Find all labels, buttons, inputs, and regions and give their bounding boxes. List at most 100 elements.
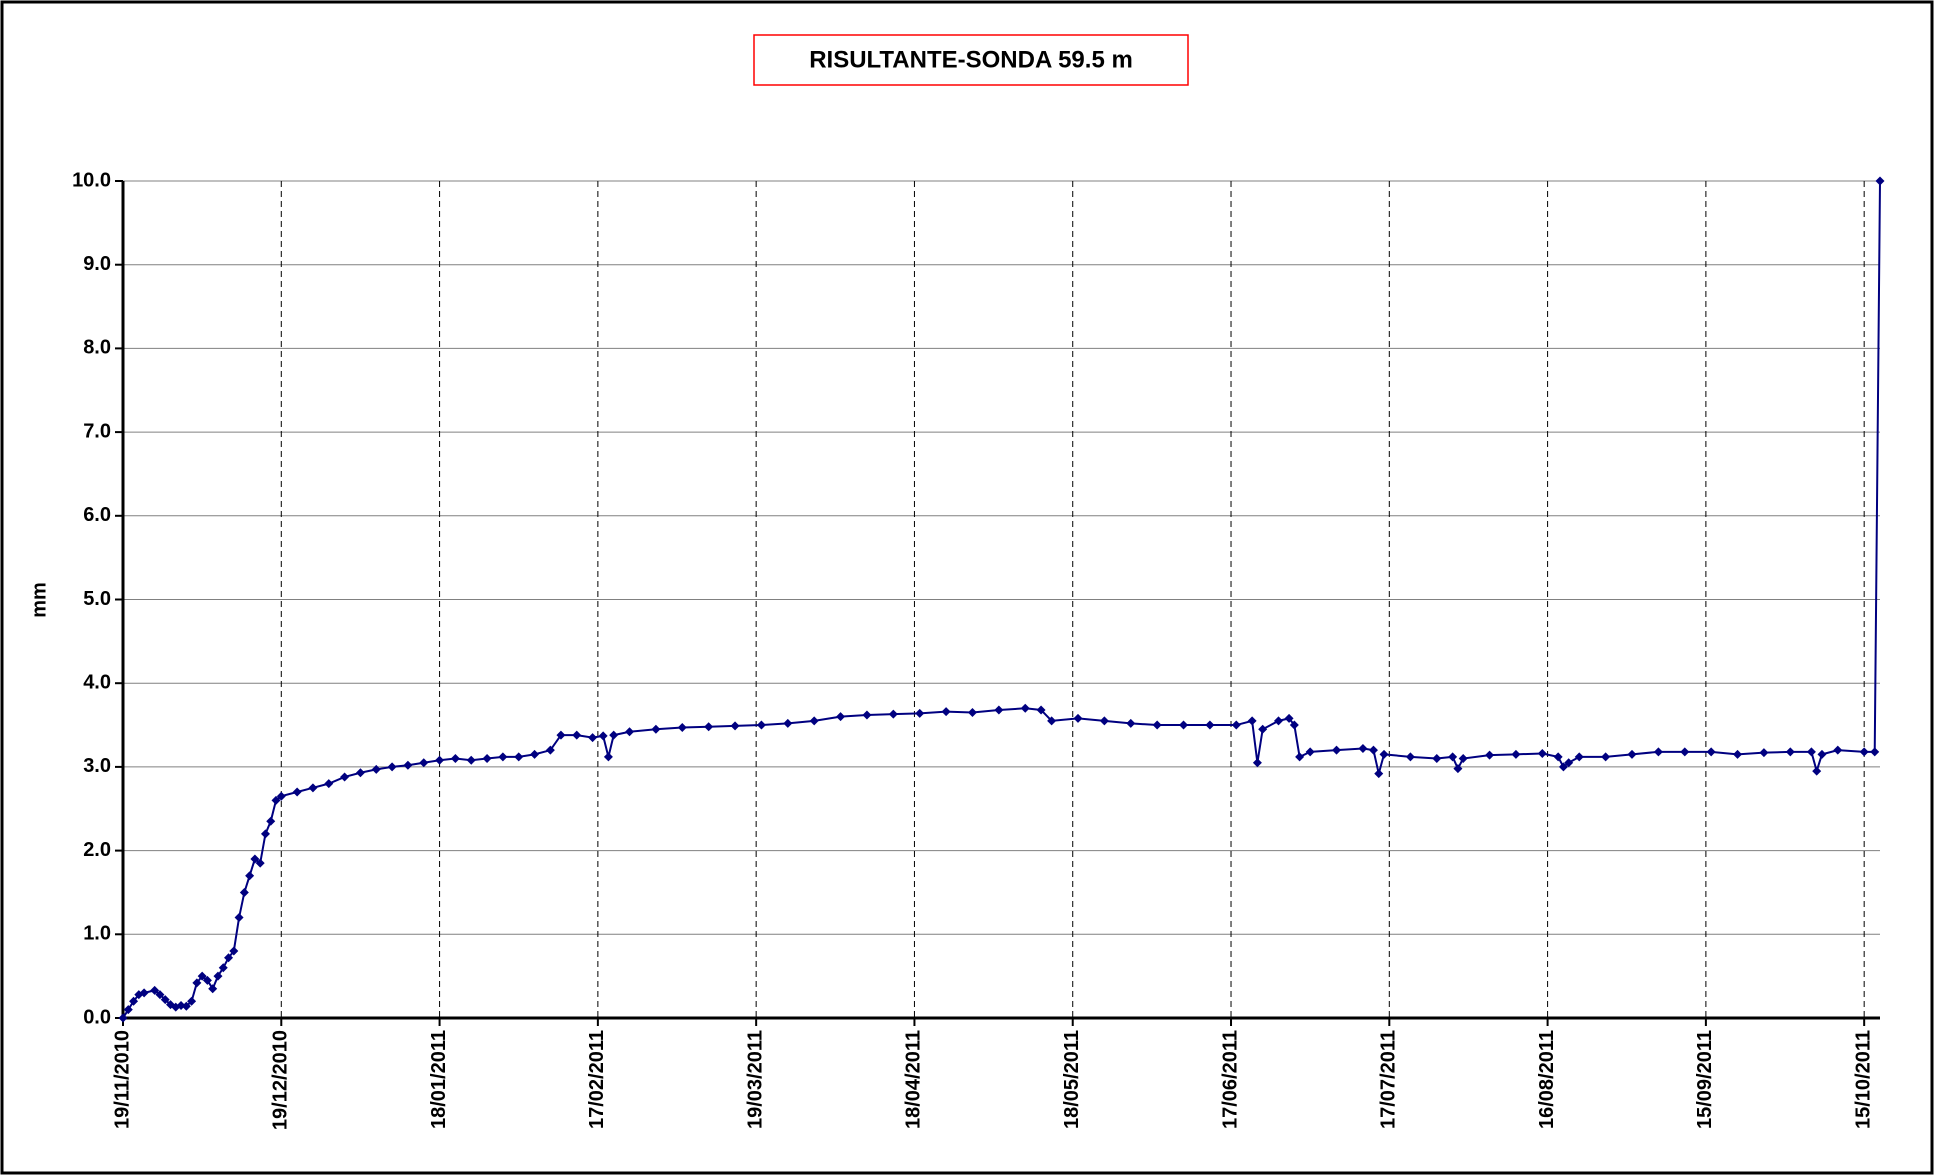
data-point bbox=[1289, 720, 1299, 730]
data-point bbox=[498, 752, 508, 762]
data-point bbox=[1284, 713, 1294, 723]
y-tick-label: 6.0 bbox=[83, 504, 111, 526]
data-point bbox=[1806, 747, 1816, 757]
data-point bbox=[192, 978, 202, 988]
data-point bbox=[1627, 749, 1637, 759]
x-tick-label: 15/10/2011 bbox=[1852, 1030, 1874, 1129]
data-point bbox=[1733, 749, 1743, 759]
data-point bbox=[324, 779, 334, 789]
data-point bbox=[1558, 762, 1568, 772]
y-tick-label: 9.0 bbox=[83, 253, 111, 275]
data-point bbox=[1047, 716, 1057, 726]
data-point bbox=[836, 712, 846, 722]
data-point bbox=[1448, 752, 1458, 762]
x-tick-label: 17/06/2011 bbox=[1219, 1030, 1241, 1129]
y-tick-label: 2.0 bbox=[83, 839, 111, 861]
y-tick-label: 10.0 bbox=[72, 169, 111, 191]
data-point bbox=[255, 858, 265, 868]
data-point bbox=[1358, 743, 1368, 753]
data-point bbox=[245, 871, 255, 881]
data-point bbox=[915, 708, 925, 718]
data-point bbox=[1295, 752, 1305, 762]
data-point bbox=[150, 985, 160, 995]
data-point bbox=[588, 733, 598, 743]
data-point bbox=[1247, 716, 1257, 726]
data-point bbox=[292, 787, 302, 797]
data-point bbox=[603, 752, 613, 762]
data-point bbox=[1020, 703, 1030, 713]
data-point bbox=[1205, 720, 1215, 730]
data-point bbox=[1870, 747, 1880, 757]
data-point bbox=[482, 754, 492, 764]
y-tick-label: 3.0 bbox=[83, 755, 111, 777]
chart-title: RISULTANTE-SONDA 59.5 m bbox=[809, 46, 1133, 73]
data-point bbox=[1099, 716, 1109, 726]
data-point bbox=[1601, 752, 1611, 762]
data-point bbox=[403, 760, 413, 770]
data-point bbox=[1379, 749, 1389, 759]
x-tick-label: 15/09/2011 bbox=[1694, 1030, 1716, 1129]
data-point bbox=[1179, 720, 1189, 730]
data-point bbox=[1653, 747, 1663, 757]
data-point bbox=[1231, 720, 1241, 730]
data-point bbox=[466, 755, 476, 765]
data-point bbox=[139, 988, 149, 998]
y-tick-label: 5.0 bbox=[83, 588, 111, 610]
data-point bbox=[160, 995, 170, 1005]
x-tick-label: 16/08/2011 bbox=[1536, 1030, 1558, 1129]
data-point bbox=[1485, 750, 1495, 760]
data-point bbox=[260, 829, 270, 839]
data-point bbox=[371, 764, 381, 774]
x-tick-label: 19/11/2010 bbox=[111, 1030, 133, 1129]
data-point bbox=[1432, 754, 1442, 764]
data-point bbox=[609, 730, 619, 740]
data-point bbox=[271, 795, 281, 805]
x-tick-label: 18/05/2011 bbox=[1061, 1030, 1083, 1129]
data-point bbox=[530, 749, 540, 759]
data-point bbox=[1252, 758, 1262, 768]
data-point bbox=[218, 963, 228, 973]
y-tick-label: 4.0 bbox=[83, 671, 111, 693]
data-point bbox=[1036, 705, 1046, 715]
data-point bbox=[1374, 769, 1384, 779]
data-line bbox=[122, 180, 1881, 1019]
data-point bbox=[598, 731, 608, 741]
data-point bbox=[1405, 752, 1415, 762]
data-point bbox=[967, 707, 977, 717]
data-point bbox=[1537, 749, 1547, 759]
data-point bbox=[1759, 748, 1769, 758]
data-point bbox=[1258, 724, 1268, 734]
data-point bbox=[514, 752, 524, 762]
data-point bbox=[229, 946, 239, 956]
data-point bbox=[450, 754, 460, 764]
data-point bbox=[419, 758, 429, 768]
data-point bbox=[783, 718, 793, 728]
data-point bbox=[1564, 758, 1574, 768]
data-point bbox=[1680, 747, 1690, 757]
data-point bbox=[197, 971, 207, 981]
data-point bbox=[1458, 754, 1468, 764]
data-point bbox=[1833, 745, 1843, 755]
data-point bbox=[677, 723, 687, 733]
data-point bbox=[118, 1013, 128, 1023]
data-point bbox=[340, 772, 350, 782]
data-point bbox=[1875, 176, 1885, 186]
data-point bbox=[1274, 716, 1284, 726]
data-point bbox=[239, 887, 249, 897]
data-point bbox=[730, 721, 740, 731]
data-point bbox=[276, 791, 286, 801]
data-point bbox=[123, 1005, 133, 1015]
data-point bbox=[355, 768, 365, 778]
data-point bbox=[888, 709, 898, 719]
x-tick-label: 19/03/2011 bbox=[744, 1030, 766, 1129]
data-point bbox=[556, 730, 566, 740]
data-point bbox=[625, 727, 635, 737]
data-point bbox=[1511, 749, 1521, 759]
data-point bbox=[651, 724, 661, 734]
data-point bbox=[756, 720, 766, 730]
data-point bbox=[129, 996, 139, 1006]
data-point bbox=[1817, 749, 1827, 759]
data-point bbox=[308, 783, 318, 793]
x-tick-label: 17/02/2011 bbox=[586, 1030, 608, 1129]
